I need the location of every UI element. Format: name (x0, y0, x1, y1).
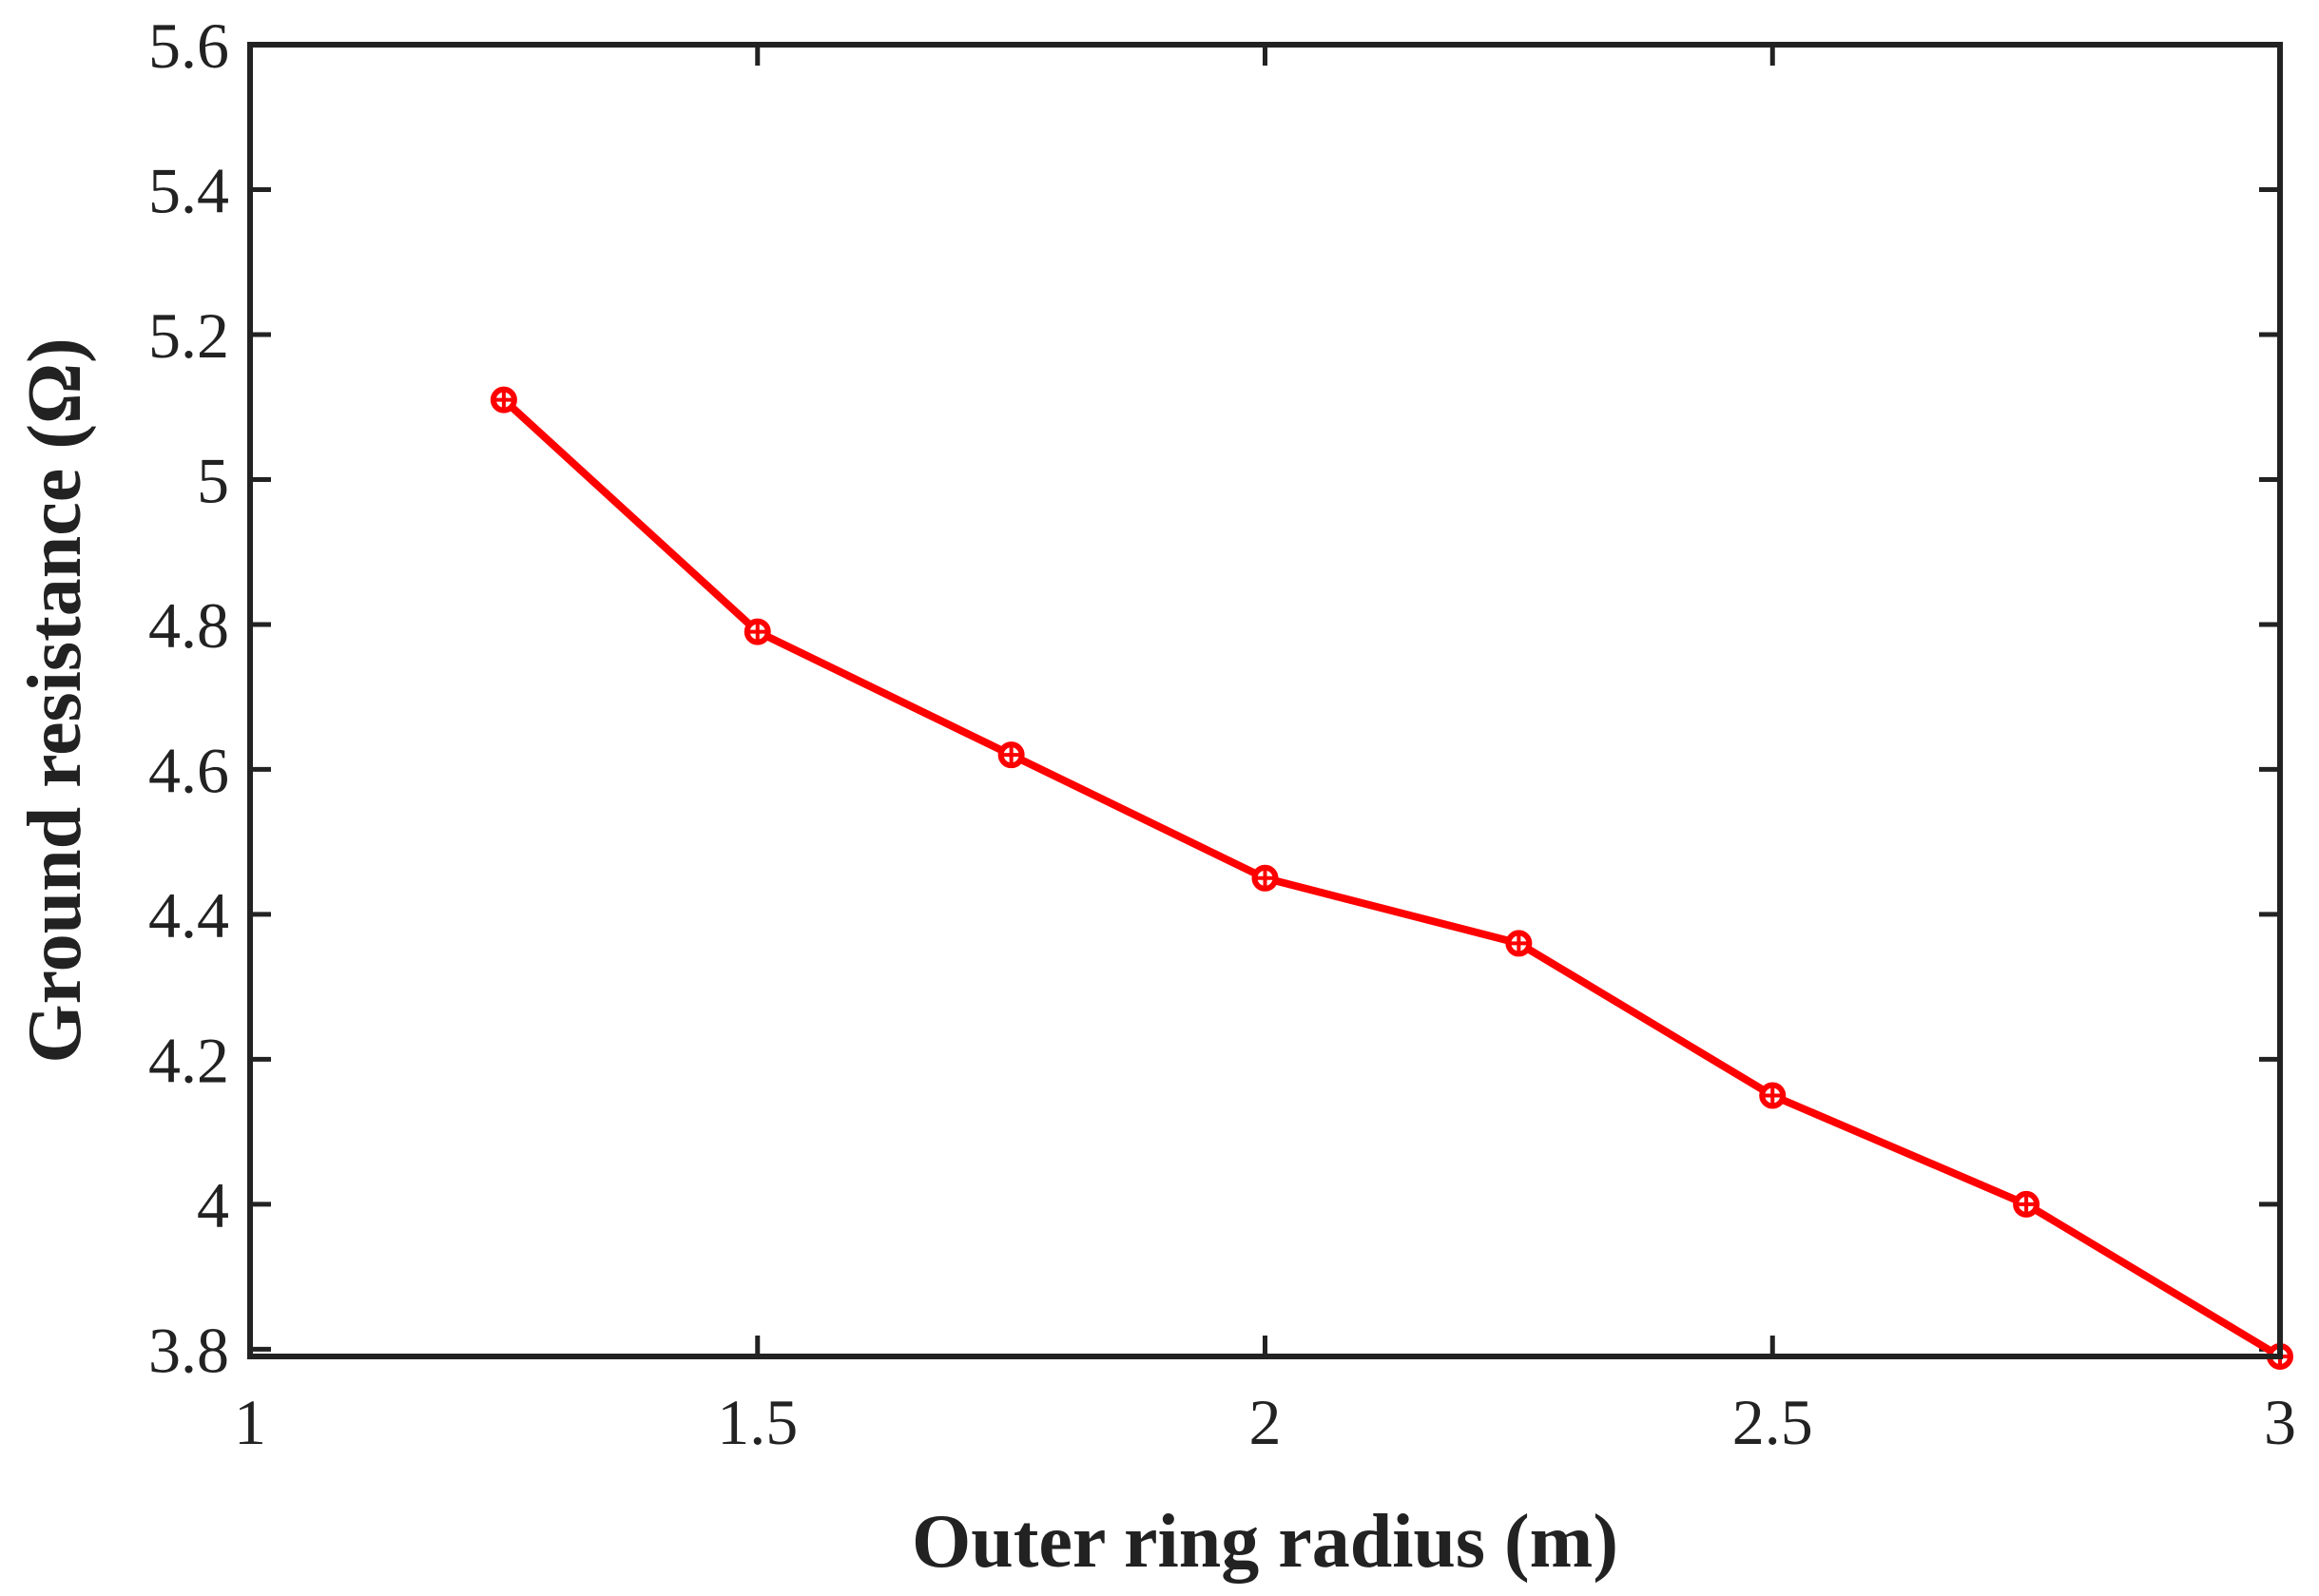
data-point (2013, 1190, 2040, 1218)
x-tick-label: 2 (1249, 1386, 1282, 1458)
x-tick-label: 3 (2264, 1386, 2296, 1458)
y-tick-label: 4 (197, 1169, 229, 1241)
data-point (490, 386, 517, 413)
plot-frame (247, 42, 2283, 1359)
y-axis-title: Ground resistance (Ω) (13, 337, 97, 1063)
y-tick-label: 3.8 (148, 1314, 229, 1386)
data-point (1251, 864, 1279, 892)
y-tick-label: 4.4 (148, 879, 229, 952)
data-point (997, 741, 1025, 769)
series-line (499, 395, 2284, 1360)
y-axis-ticks (250, 42, 2280, 1352)
data-point (744, 618, 771, 645)
y-tick-label: 4.2 (148, 1024, 229, 1096)
x-axis-ticks (247, 45, 2283, 1356)
data-point (1505, 930, 1533, 957)
y-tick-label: 5.4 (148, 154, 229, 226)
x-tick-label: 2.5 (1732, 1386, 1813, 1458)
data-point (1759, 1082, 1787, 1109)
series-layer (490, 386, 2293, 1370)
x-tick-label: 1 (234, 1386, 266, 1458)
x-tick-label: 1.5 (717, 1386, 798, 1458)
y-axis-tick-labels: 3.8 4 4.2 4.4 4.6 4.8 5 5.2 5.4 5.6 (148, 10, 229, 1386)
x-axis-title: Outer ring radius (m) (912, 1500, 1618, 1584)
x-axis-tick-labels: 1 1.5 2 2.5 3 (234, 1386, 2296, 1458)
y-tick-label: 5.6 (148, 10, 229, 82)
y-tick-label: 5 (197, 444, 229, 516)
y-tick-label: 4.8 (148, 589, 229, 662)
y-tick-label: 4.6 (148, 734, 229, 806)
y-tick-label: 5.2 (148, 299, 229, 372)
